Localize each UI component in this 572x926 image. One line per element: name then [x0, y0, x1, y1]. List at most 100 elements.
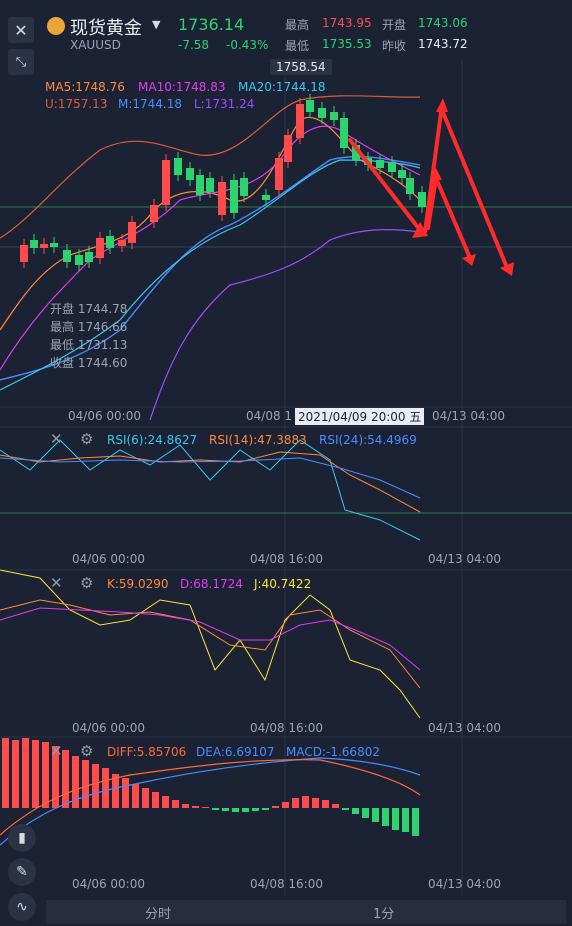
boll-u-legend: U:1757.13: [45, 97, 108, 111]
x-tick-2: 04/08 1: [246, 409, 293, 423]
candle-body: [352, 145, 360, 160]
macd-bar: [2, 738, 9, 808]
candle-body: [418, 192, 426, 207]
macd-bar: [182, 804, 189, 808]
collapse-icon[interactable]: ⤡: [8, 49, 34, 75]
macd-bar: [232, 808, 239, 812]
close-button[interactable]: ✕: [8, 17, 34, 43]
candle-body: [376, 160, 384, 168]
macd-bar: [402, 808, 409, 832]
ma10-legend: MA10:1748.83: [138, 80, 226, 94]
candlestick-series: [20, 94, 426, 271]
candle-body: [406, 178, 414, 194]
peak-price-label: 1758.54: [270, 59, 332, 75]
candle-body: [230, 180, 238, 213]
k-legend: K:59.0290: [107, 577, 169, 591]
rsi14-legend: RSI(14):47.3883: [209, 433, 307, 447]
macd-bar: [102, 768, 109, 808]
j-line: [0, 569, 421, 719]
timeframe-bar: [46, 900, 566, 924]
macd-bar: [62, 750, 69, 808]
tab-1min[interactable]: 1分: [373, 907, 395, 922]
open-label: 开盘: [382, 18, 407, 32]
candle-body: [85, 252, 93, 262]
instrument-title[interactable]: 现货黄金: [70, 18, 142, 39]
low-value: 1735.53: [322, 37, 372, 51]
boll-lower-line: [149, 229, 421, 421]
macd-bar: [342, 808, 349, 810]
candlestick-tool-icon[interactable]: ▮: [8, 824, 36, 852]
macd-bar: [192, 806, 199, 808]
macd-bar: [22, 738, 29, 808]
candle-body: [63, 250, 71, 262]
candle-body: [186, 168, 194, 180]
ma20-line: [0, 159, 421, 391]
macd-x-tick-3: 04/13 04:00: [428, 877, 501, 891]
macd-histogram: [2, 738, 419, 836]
candle-body: [20, 245, 28, 262]
macd-bar: [172, 800, 179, 808]
candle-body: [306, 100, 314, 112]
candle-body: [174, 158, 182, 175]
high-label: 最高: [285, 18, 310, 32]
macd-bar: [252, 808, 259, 811]
macd-bar: [392, 808, 399, 830]
kdj-x-tick-1: 04/06 00:00: [72, 721, 145, 735]
candle-body: [40, 244, 48, 248]
rsi-settings-icon[interactable]: ⚙: [80, 430, 94, 448]
macd-bar: [242, 808, 249, 812]
candle-body: [284, 135, 292, 162]
low-label: 最低: [285, 39, 310, 53]
symbol: XAUUSD: [70, 38, 121, 52]
boll-upper-line: [0, 95, 421, 239]
candle-body: [128, 222, 136, 243]
macd-bar: [92, 764, 99, 808]
macd-bar: [52, 746, 59, 808]
prev-close-value: 1743.72: [418, 37, 468, 51]
d-legend: D:68.1724: [180, 577, 243, 591]
close-macd-icon[interactable]: ✕: [50, 742, 63, 760]
close-kdj-icon[interactable]: ✕: [50, 574, 63, 592]
j-legend: J:40.7422: [254, 577, 312, 591]
candle-body: [296, 104, 304, 138]
dea-line: [0, 757, 421, 846]
draw-tool-icon[interactable]: ✎: [8, 858, 36, 886]
macd-bar: [112, 774, 119, 808]
candle-body: [262, 195, 270, 200]
macd-x-tick-2: 04/08 16:00: [250, 877, 323, 891]
indicator-tool-icon[interactable]: ∿: [8, 893, 36, 921]
macd-bar: [222, 808, 229, 811]
tab-timeshare[interactable]: 分时: [145, 907, 172, 922]
ma20-legend: MA20:1744.18: [238, 80, 326, 94]
candle-body: [218, 182, 226, 215]
rsi-x-tick-1: 04/06 00:00: [72, 552, 145, 566]
ma5-legend: MA5:1748.76: [45, 80, 125, 94]
x-tick-3: 04/13 04:00: [432, 409, 505, 423]
macd-bar: [152, 792, 159, 808]
candle-body: [50, 243, 58, 247]
dea-legend: DEA:6.69107: [196, 745, 275, 759]
macd-bar: [72, 756, 79, 808]
macd-bar: [352, 808, 359, 814]
ohlc-close: 收盘 1744.60: [50, 356, 128, 370]
candle-body: [96, 238, 104, 258]
kdj-settings-icon[interactable]: ⚙: [80, 574, 94, 592]
rsi24-line: [0, 457, 421, 499]
macd-bar: [322, 800, 329, 808]
high-value: 1743.95: [322, 16, 372, 30]
candle-body: [340, 118, 348, 148]
last-price: 1736.14: [178, 15, 245, 34]
diff-line: [0, 759, 421, 836]
arrow-heads: [412, 98, 514, 276]
chevron-down-icon[interactable]: ▼: [152, 18, 161, 31]
open-value: 1743.06: [418, 16, 468, 30]
annotation-arrows: [348, 103, 510, 272]
macd-legend: MACD:-1.66802: [286, 745, 380, 759]
macd-bar: [292, 798, 299, 808]
macd-settings-icon[interactable]: ⚙: [80, 742, 94, 760]
macd-bar: [132, 784, 139, 808]
close-rsi-icon[interactable]: ✕: [50, 430, 63, 448]
candle-body: [118, 240, 126, 246]
macd-bar: [372, 808, 379, 822]
